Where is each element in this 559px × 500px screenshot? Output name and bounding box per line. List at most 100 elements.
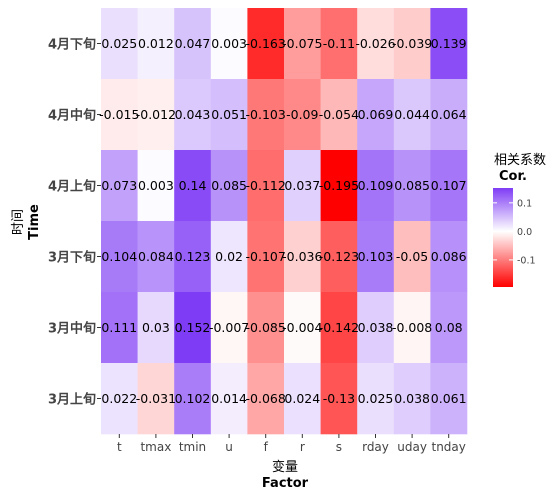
heatmap-cell xyxy=(357,292,395,364)
heatmap-cell xyxy=(137,150,175,222)
heatmap-cell xyxy=(247,79,285,151)
cell-value-label: 0.123 xyxy=(175,249,211,264)
cell-value-label: 0.08 xyxy=(435,320,463,335)
cell-value-label: 0.047 xyxy=(175,36,211,51)
y-tick-label: 4月下旬 xyxy=(48,37,96,53)
heatmap-cell-labels: 0.025 0.012 0.047 0.003-0.163-0.075 -0.11 -0.… xyxy=(99,36,466,406)
cell-value-label: -0.163 xyxy=(246,36,286,51)
heatmap-cell xyxy=(101,221,138,293)
heatmap-cell xyxy=(174,8,212,80)
cell-value-label: -0.05 xyxy=(396,249,428,264)
heatmap-cell xyxy=(284,150,321,222)
cell-value-label: 0.003 xyxy=(138,178,174,193)
cell-value-label: -0.103 xyxy=(246,107,286,122)
x-tick-label: rday xyxy=(362,440,389,454)
heatmap-cell xyxy=(320,363,358,435)
cell-value-label: 0.085 xyxy=(211,178,247,193)
heatmap-cell xyxy=(284,292,321,364)
cell-value-label: 0.038 xyxy=(358,320,394,335)
heatmap-cell xyxy=(320,8,358,80)
heatmap-cell xyxy=(284,8,321,80)
heatmap-cell xyxy=(320,150,358,222)
heatmap-cell xyxy=(393,150,431,222)
heatmap-cell xyxy=(101,292,138,364)
heatmap-cells xyxy=(101,8,468,435)
heatmap-cell xyxy=(137,8,175,80)
cell-value-label: -0.026 xyxy=(355,36,395,51)
legend-ticks: 0.1 0.0 -0.1 xyxy=(493,198,536,266)
cell-value-label: 0.102 xyxy=(175,391,211,406)
cell-value-label: -0.012 xyxy=(136,107,176,122)
heatmap-cell xyxy=(210,150,248,222)
cell-value-label: -0.004 xyxy=(282,320,322,335)
cell-value-label: 0.03 xyxy=(142,320,170,335)
cell-value-label: 0.037 xyxy=(284,178,320,193)
heatmap-cell xyxy=(174,150,212,222)
x-axis-title-en: Factor xyxy=(262,476,309,491)
heatmap-cell xyxy=(210,79,248,151)
cell-value-label: 0.073 xyxy=(101,178,137,193)
heatmap-cell xyxy=(284,363,321,435)
legend-tick-label: -0.1 xyxy=(517,255,536,266)
y-tick-label: 4月上旬 xyxy=(48,179,96,195)
cell-value-label: 0.044 xyxy=(394,107,430,122)
cell-value-label: 0.025 xyxy=(358,391,394,406)
cell-value-label: -0.13 xyxy=(323,391,355,406)
heatmap-cell xyxy=(174,221,212,293)
x-tick-label: u xyxy=(225,440,233,454)
heatmap-cell xyxy=(101,8,138,80)
legend: 相关系数 Cor. 0.1 0.0 -0.1 xyxy=(493,153,546,287)
heatmap-cell xyxy=(430,221,468,293)
heatmap-cell xyxy=(393,221,431,293)
x-tick-label: tmin xyxy=(179,440,206,454)
heatmap-cell xyxy=(247,8,285,80)
heatmap-cell xyxy=(101,363,138,435)
x-tick-label: tmax xyxy=(140,440,171,454)
heatmap-cell xyxy=(247,363,285,435)
heatmap-cell xyxy=(284,221,321,293)
y-axis-title: 时间 xyxy=(11,209,26,235)
cell-value-label: 0.104 xyxy=(101,249,137,264)
heatmap-cell xyxy=(357,8,395,80)
cell-value-label: -0.068 xyxy=(246,391,286,406)
y-tick-label: 4月中旬 xyxy=(48,108,96,124)
cell-value-label: -0.107 xyxy=(246,249,286,264)
heatmap-cell xyxy=(284,79,321,151)
y-tick-label: 3月上旬 xyxy=(48,392,96,408)
heatmap-cell xyxy=(174,79,212,151)
heatmap-cell xyxy=(393,363,431,435)
cell-value-label: -0.007 xyxy=(209,320,249,335)
legend-tick-label: 0.1 xyxy=(517,198,532,209)
heatmap-cell xyxy=(247,221,285,293)
heatmap-cell xyxy=(430,292,468,364)
heatmap-cell xyxy=(210,8,248,80)
heatmap-cell xyxy=(247,292,285,364)
cell-value-label: 0.061 xyxy=(431,391,467,406)
heatmap-cell xyxy=(430,363,468,435)
heatmap-cell xyxy=(357,363,395,435)
y-tick-label: 3月中旬 xyxy=(48,321,96,337)
heatmap-cell xyxy=(137,221,175,293)
cell-value-label: 0.064 xyxy=(431,107,467,122)
cell-value-label: 0.109 xyxy=(358,178,394,193)
cell-value-label: -0.11 xyxy=(323,36,355,51)
x-tick-label: f xyxy=(264,440,269,454)
cell-value-label: 0.014 xyxy=(211,391,247,406)
cell-value-label: -0.09 xyxy=(286,107,318,122)
heatmap-cell xyxy=(247,150,285,222)
heatmap-cell xyxy=(393,292,431,364)
cell-value-label: -0.015 xyxy=(99,107,139,122)
heatmap-cell xyxy=(393,79,431,151)
heatmap-cell xyxy=(393,8,431,80)
cell-value-label: 0.107 xyxy=(431,178,467,193)
heatmap-cell xyxy=(357,150,395,222)
legend-title-en: Cor. xyxy=(499,169,527,184)
cell-value-label: -0.054 xyxy=(319,107,359,122)
cell-value-label: 0.051 xyxy=(211,107,247,122)
cell-value-label: -0.039 xyxy=(392,36,432,51)
heatmap-cell xyxy=(320,221,358,293)
cell-value-label: 0.02 xyxy=(215,249,243,264)
x-tick-label: tnday xyxy=(432,440,466,454)
cell-value-label: 0.043 xyxy=(175,107,211,122)
